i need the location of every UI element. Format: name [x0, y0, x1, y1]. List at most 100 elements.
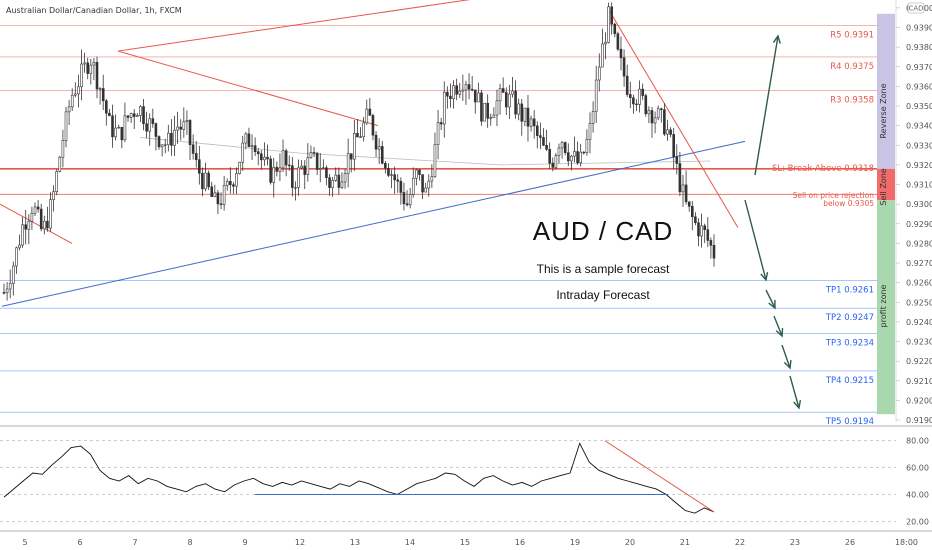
candle — [322, 159, 325, 170]
candle — [566, 143, 570, 167]
candle — [539, 122, 542, 150]
candle-body — [117, 126, 121, 129]
candle-body — [266, 156, 269, 160]
candle-body — [241, 142, 245, 163]
candle-body — [582, 151, 586, 154]
candle — [613, 22, 617, 38]
candle-body — [201, 172, 204, 190]
candle — [687, 201, 691, 212]
candle — [523, 107, 527, 127]
candle-body — [542, 137, 545, 146]
candle — [508, 84, 511, 120]
candle — [5, 282, 9, 301]
forecast-arrows — [744, 34, 802, 410]
left-resistance-line — [0, 203, 73, 244]
candle-body — [486, 102, 489, 119]
candle — [126, 115, 130, 122]
candle-body — [163, 144, 167, 146]
candle-body — [235, 173, 238, 187]
candle-body — [70, 94, 74, 108]
candle — [294, 181, 297, 201]
candle-body — [402, 192, 406, 205]
candle-body — [154, 123, 158, 137]
candle — [470, 75, 474, 92]
candle — [362, 117, 365, 142]
candle-body — [182, 121, 186, 130]
candle-body — [80, 63, 83, 88]
candle — [55, 169, 59, 196]
candle-body — [98, 88, 102, 90]
candle — [542, 128, 545, 147]
candle — [8, 269, 12, 299]
forecast-title: AUD / CAD — [533, 216, 673, 246]
candle-body — [151, 118, 155, 124]
candle-body — [408, 194, 412, 206]
candle — [306, 143, 310, 182]
candle — [232, 182, 235, 194]
candle-body — [532, 118, 536, 127]
candle — [415, 168, 418, 186]
chart-title: Australian Dollar/Canadian Dollar, 1h, F… — [6, 6, 182, 15]
candle — [632, 94, 635, 114]
candle — [644, 93, 648, 117]
candle — [585, 129, 589, 156]
candle-body — [43, 220, 46, 230]
candle-body — [247, 133, 251, 147]
candle — [108, 109, 111, 117]
upper-channel-line — [117, 0, 471, 52]
candle-body — [21, 224, 24, 246]
candle — [229, 167, 232, 194]
candle-body — [244, 133, 248, 144]
candle — [33, 202, 37, 216]
arrow-shaft — [773, 315, 783, 337]
candles-layer — [2, 2, 716, 301]
candle-body — [132, 113, 136, 117]
candle — [684, 170, 688, 205]
candle — [625, 64, 629, 98]
forecast-line-1: This is a sample forecast — [537, 262, 670, 276]
candle-body — [8, 283, 12, 290]
candle-body — [294, 187, 297, 189]
candle-body — [666, 129, 669, 135]
candle — [489, 113, 493, 126]
candle-body — [601, 43, 604, 68]
candle-body — [46, 220, 49, 229]
candle-body — [334, 174, 338, 181]
candle-body — [191, 144, 195, 154]
candle — [638, 80, 641, 113]
candle — [442, 81, 446, 138]
candle-body — [30, 212, 34, 222]
candle — [390, 169, 393, 189]
candle-body — [356, 133, 359, 138]
candle — [570, 154, 573, 171]
candle-body — [207, 172, 210, 188]
candle-body — [656, 108, 660, 119]
candle — [58, 155, 62, 173]
candle — [167, 124, 170, 152]
currency-badge[interactable] — [907, 2, 925, 14]
candle — [486, 94, 489, 128]
zones-layer — [877, 13, 895, 415]
candle-body — [18, 244, 21, 249]
candle — [365, 99, 369, 126]
candle — [700, 213, 703, 248]
candle — [117, 124, 121, 129]
candle-body — [263, 156, 266, 161]
candle-body — [501, 88, 505, 93]
candle-body — [173, 129, 176, 146]
reverse-zone-label: Reverse Zone — [879, 83, 888, 138]
candle-body — [371, 115, 375, 136]
candle-body — [579, 151, 582, 164]
level-label-r3: R3 0.9358 — [830, 95, 874, 105]
candle-body — [529, 118, 533, 127]
candle-body — [694, 216, 697, 224]
arrow-shaft — [789, 375, 800, 409]
candle — [46, 206, 49, 232]
